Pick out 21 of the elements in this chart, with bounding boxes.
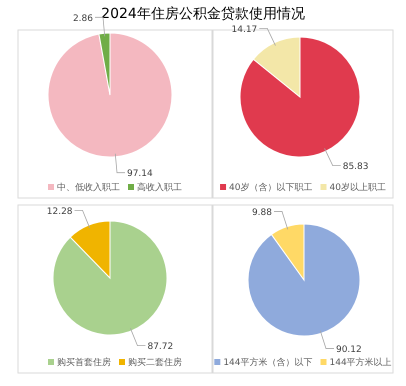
- legend-label: 购买二套住房: [128, 357, 182, 368]
- legend-label: 购买首套住房: [57, 357, 111, 368]
- data-label: 9.88: [252, 208, 272, 218]
- data-label: 97.14: [127, 169, 154, 180]
- pie-slice: [240, 36, 360, 158]
- legend-label: 144平方米以上: [330, 357, 392, 368]
- pie-slice: [48, 32, 172, 158]
- legend-label: 40岁（含）以下职工: [229, 182, 312, 193]
- data-label: 2.86: [72, 14, 94, 24]
- data-label: 85.83: [342, 162, 368, 172]
- legend-label: 中、低收入职工: [57, 182, 120, 193]
- data-label: 90.12: [336, 345, 362, 356]
- legend-label: 高收入职工: [137, 182, 182, 193]
- data-label: 14.17: [232, 24, 258, 35]
- legend-label: 144平方米（含）以下: [223, 357, 312, 368]
- pie-slice: [52, 220, 168, 336]
- pie-slice: [248, 224, 360, 336]
- data-label: 12.28: [46, 206, 73, 217]
- data-label: 87.72: [147, 342, 174, 352]
- legend-label: 40岁以上职工: [330, 182, 386, 193]
- chart-title: 2024年住房公积金贷款使用情况: [101, 6, 305, 22]
